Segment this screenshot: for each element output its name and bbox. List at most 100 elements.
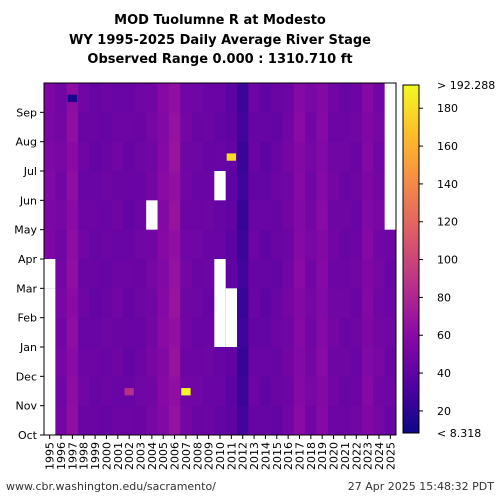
heatmap-cell [384, 317, 397, 348]
heatmap-cell [55, 229, 68, 260]
heatmap-cell [225, 112, 238, 143]
heatmap-cell [180, 200, 193, 231]
heatmap-cell [134, 229, 147, 260]
x-tick-label: 2025 [384, 442, 397, 470]
heatmap-cell [66, 288, 79, 319]
heatmap-cell [55, 317, 68, 348]
heatmap-cell [259, 405, 272, 436]
missing-data-cells [44, 83, 396, 435]
heatmap-cell [100, 83, 113, 113]
heatmap-cell [202, 405, 215, 436]
heatmap-cell [123, 347, 136, 377]
heatmap-cell [191, 405, 204, 436]
heatmap-cell [305, 317, 317, 348]
heatmap-cell [100, 376, 113, 407]
missing-data-cell [225, 288, 238, 347]
notable-cell [226, 153, 237, 161]
heatmap-cell [373, 317, 386, 348]
heatmap-cell [271, 83, 283, 113]
y-tick-label: Jun [19, 194, 37, 207]
heatmap-cell [259, 376, 272, 407]
heatmap-cell [112, 141, 124, 172]
heatmap-cell [361, 141, 374, 172]
heatmap-cell [339, 259, 351, 289]
heatmap-cell [259, 83, 272, 113]
heatmap-cell [214, 200, 227, 231]
heatmap-cell [134, 141, 147, 172]
heatmap-cell [168, 112, 181, 143]
heatmap-cell [350, 171, 363, 201]
heatmap-cell [339, 405, 351, 436]
heatmap-cell [146, 259, 158, 289]
heatmap-cell [248, 141, 261, 172]
missing-data-cell [214, 259, 226, 347]
heatmap-cell [237, 288, 249, 319]
heatmap-cell [259, 259, 272, 289]
heatmap-cell [112, 171, 124, 201]
heatmap-cell [237, 200, 249, 231]
heatmap-cell [146, 141, 158, 172]
heatmap-cell [316, 376, 329, 407]
y-tick-label: Jul [23, 165, 37, 178]
heatmap-cell [89, 83, 102, 113]
heatmap-cell [248, 171, 261, 201]
heatmap-cell [66, 112, 79, 143]
heatmap-cell [316, 141, 329, 172]
heatmap-cell [293, 83, 306, 113]
colorbar-tick-label: 140 [437, 178, 458, 191]
heatmap-cell [180, 259, 193, 289]
notable-cell [181, 388, 191, 396]
missing-data-cell [44, 259, 56, 289]
heatmap-cell [350, 229, 363, 260]
heatmap-cell [123, 259, 136, 289]
heatmap-cell [191, 83, 204, 113]
heatmap-cell [350, 347, 363, 377]
heatmap-cell [271, 376, 283, 407]
y-tick-label: Jan [19, 341, 37, 354]
title-line-2: WY 1995-2025 Daily Average River Stage [69, 33, 371, 48]
heatmap-cell [214, 112, 227, 143]
heatmap-cell [327, 376, 340, 407]
heatmap-cell [305, 83, 317, 113]
heatmap-cell [66, 229, 79, 260]
heatmap-cell [123, 317, 136, 348]
heatmap-cell [237, 141, 249, 172]
heatmap-cell [293, 317, 306, 348]
colorbar: 20 40 60 80 100 120 140 160 180 > 192.288 < 8.318 [402, 79, 495, 440]
heatmap-cell [361, 376, 374, 407]
heatmap-cell [225, 171, 238, 201]
heatmap-cell [293, 171, 306, 201]
heatmap-cell [168, 376, 181, 407]
colorbar-tick-label: 120 [437, 216, 458, 229]
heatmap-cell [123, 83, 136, 113]
heatmap-cell [44, 83, 56, 113]
heatmap-cell [157, 288, 170, 319]
heatmap-cell [305, 171, 317, 201]
heatmap-cell [293, 376, 306, 407]
heatmap-cell [134, 317, 147, 348]
heatmap-cell [237, 405, 249, 436]
heatmap-cell [350, 141, 363, 172]
heatmap-cell [361, 229, 374, 260]
heatmap-cell [214, 83, 227, 113]
heatmap-cell [350, 405, 363, 436]
heatmap-cell [248, 229, 261, 260]
y-tick-label: Mar [16, 282, 37, 295]
heatmap-cell [271, 317, 283, 348]
heatmap-cell [202, 141, 215, 172]
x-tick-label: 2002 [123, 442, 136, 470]
heatmap-cell [373, 112, 386, 143]
heatmap-cell [134, 288, 147, 319]
missing-data-cell [214, 171, 226, 201]
heatmap-cell [66, 141, 79, 172]
heatmap-cell [373, 259, 386, 289]
heatmap-cell [89, 200, 102, 231]
heatmap-cell [55, 347, 68, 377]
heatmap-cell [384, 376, 397, 407]
x-tick-label: 2016 [282, 442, 295, 470]
heatmap-cell [305, 259, 317, 289]
heatmap-cell [259, 112, 272, 143]
heatmap-cell [350, 259, 363, 289]
heatmap-cell [384, 259, 397, 289]
